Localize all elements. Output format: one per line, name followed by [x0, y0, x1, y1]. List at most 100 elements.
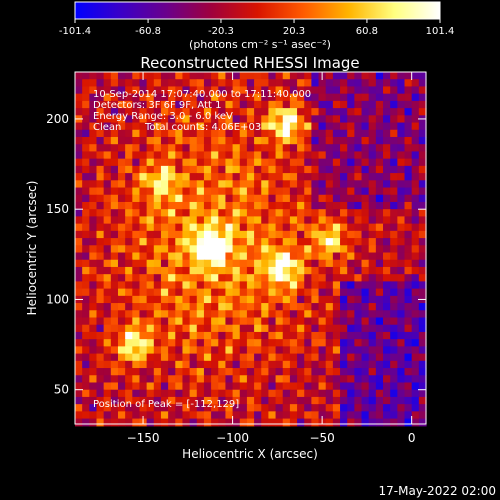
heatmap-cell: [139, 230, 148, 239]
heatmap-cell: [103, 144, 112, 153]
heatmap-cell: [361, 288, 370, 297]
heatmap-cell: [340, 259, 348, 268]
heatmap-cell: [375, 238, 384, 246]
heatmap-cell: [268, 339, 277, 347]
heatmap-cell: [332, 151, 341, 160]
heatmap-cell: [117, 86, 126, 95]
heatmap-cell: [275, 194, 284, 203]
heatmap-cell: [117, 346, 126, 355]
heatmap-cell: [311, 281, 320, 290]
heatmap-cell: [340, 274, 348, 282]
heatmap-cell: [218, 353, 227, 362]
heatmap-cell: [132, 353, 141, 362]
heatmap-cell: [189, 115, 198, 124]
heatmap-cell: [211, 375, 219, 384]
heatmap-cell: [89, 411, 98, 420]
heatmap-cell: [304, 346, 312, 355]
heatmap-cell: [175, 187, 184, 196]
heatmap-cell: [397, 259, 406, 268]
heatmap-cell: [304, 151, 312, 160]
heatmap-cell: [397, 404, 406, 412]
heatmap-cell: [232, 209, 241, 218]
heatmap-cell: [203, 136, 212, 145]
heatmap-cell: [297, 223, 305, 232]
heatmap-cell: [368, 281, 377, 290]
heatmap-cell: [182, 368, 191, 376]
heatmap-cell: [225, 216, 234, 225]
heatmap-cell: [318, 259, 327, 268]
heatmap-cell: [340, 245, 348, 254]
heatmap-cell: [318, 411, 327, 420]
heatmap-cell: [203, 418, 212, 427]
heatmap-cell: [82, 404, 90, 412]
heatmap-cell: [289, 353, 298, 362]
heatmap-cell: [189, 331, 198, 340]
heatmap-cell: [89, 418, 98, 427]
heatmap-cell: [275, 411, 284, 420]
heatmap-cell: [239, 115, 248, 124]
heatmap-cell: [289, 252, 298, 261]
heatmap-cell: [275, 79, 284, 88]
heatmap-cell: [132, 288, 141, 297]
colorbar-tick-label: -20.3: [208, 26, 234, 37]
heatmap-cell: [340, 230, 348, 239]
heatmap-cell: [268, 310, 277, 319]
heatmap-cell: [268, 274, 277, 282]
heatmap-cell: [246, 158, 255, 167]
heatmap-cell: [82, 129, 90, 138]
heatmap-cell: [390, 209, 398, 218]
heatmap-cell: [96, 360, 105, 369]
heatmap-cell: [175, 331, 184, 340]
heatmap-cell: [239, 375, 248, 384]
heatmap-cell: [332, 72, 341, 80]
heatmap-cell: [297, 375, 305, 384]
heatmap-cell: [189, 389, 198, 398]
heatmap-cell: [332, 360, 341, 369]
heatmap-cell: [110, 72, 119, 80]
heatmap-cell: [211, 223, 219, 232]
heatmap-cell: [203, 266, 212, 275]
heatmap-cell: [103, 108, 112, 116]
heatmap-cell: [361, 136, 370, 145]
heatmap-cell: [125, 317, 133, 326]
heatmap-cell: [397, 144, 406, 153]
heatmap-cell: [411, 418, 420, 427]
heatmap-cell: [182, 230, 191, 239]
heatmap-cell: [261, 266, 270, 275]
heatmap-cell: [89, 288, 98, 297]
heatmap-cell: [168, 108, 176, 116]
heatmap-cell: [340, 151, 348, 160]
heatmap-cell: [168, 281, 176, 290]
annotation-block: 10-Sep-2014 17:07:40.000 to 17:11:40.000…: [93, 89, 311, 410]
heatmap-cell: [325, 93, 334, 102]
heatmap-cell: [347, 396, 355, 405]
heatmap-cell: [383, 144, 391, 153]
heatmap-cell: [110, 353, 119, 362]
heatmap-cell: [297, 259, 305, 268]
heatmap-cell: [361, 317, 370, 326]
heatmap-cell: [203, 93, 212, 102]
heatmap-cell: [203, 404, 212, 412]
heatmap-cell: [246, 72, 255, 80]
heatmap-cell: [304, 238, 312, 246]
heatmap-cell: [325, 252, 334, 261]
heatmap-cell: [146, 108, 155, 116]
heatmap-cell: [103, 303, 112, 311]
heatmap-cell: [153, 230, 162, 239]
heatmap-cell: [168, 245, 176, 254]
heatmap-cell: [347, 86, 355, 95]
heatmap-cell: [146, 295, 155, 304]
annotation-energy-range: Energy Range: 3.0 - 6.0 keV: [93, 111, 233, 122]
heatmap-cell: [261, 108, 270, 116]
heatmap-cell: [225, 122, 234, 131]
heatmap-cell: [361, 353, 370, 362]
y-tick-label: 150: [46, 202, 69, 216]
heatmap-cell: [354, 317, 363, 326]
heatmap-cell: [246, 382, 255, 391]
heatmap-cell: [82, 418, 90, 427]
heatmap-cell: [168, 252, 176, 261]
heatmap-cell: [325, 281, 334, 290]
heatmap-cell: [340, 72, 348, 80]
heatmap-cell: [82, 360, 90, 369]
heatmap-cell: [246, 353, 255, 362]
